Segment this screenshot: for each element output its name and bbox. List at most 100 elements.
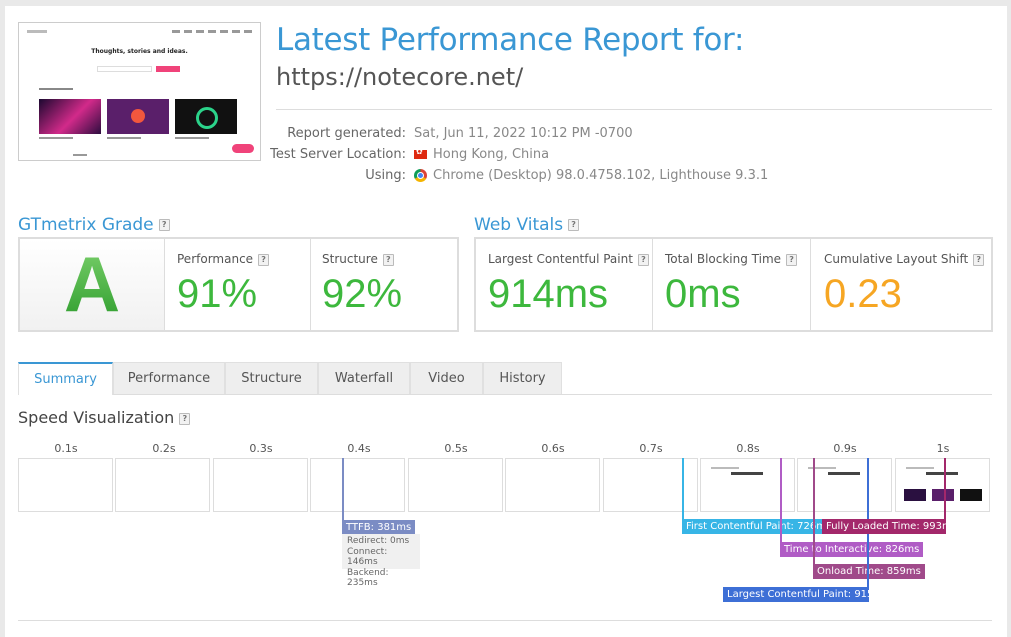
lcp-value: 914ms xyxy=(488,272,609,316)
grade-badge: A xyxy=(20,239,165,330)
timeline-label: 0.9s xyxy=(833,442,857,455)
thumb-article-image xyxy=(175,99,237,134)
tab-underline xyxy=(113,394,992,395)
redirect-time: Redirect: 0ms xyxy=(347,536,410,546)
thumb-button xyxy=(156,66,180,72)
timeline-label: 0.6s xyxy=(541,442,565,455)
help-icon[interactable]: ? xyxy=(158,219,170,231)
meta-key-generated: Report generated: xyxy=(287,126,406,141)
help-icon[interactable]: ? xyxy=(786,253,798,266)
thumb-caption xyxy=(107,137,141,139)
thumb-caption xyxy=(175,137,209,139)
web-vitals-title: Web Vitals? xyxy=(474,215,580,235)
lcp-timeline-label: Largest Contentful Paint: 915ms xyxy=(723,587,888,602)
meta-value-generated: Sat, Jun 11, 2022 10:12 PM -0700 xyxy=(414,126,633,141)
filmstrip-frame[interactable] xyxy=(18,458,113,512)
thumb-article-image xyxy=(39,99,101,134)
location-text: Hong Kong, China xyxy=(433,147,550,162)
tbt-value: 0ms xyxy=(665,272,741,316)
performance-value: 91% xyxy=(177,272,258,316)
grade-letter: A xyxy=(63,240,121,328)
tab-structure[interactable]: Structure xyxy=(225,362,318,395)
filmstrip-frame[interactable] xyxy=(895,458,990,512)
tab-summary[interactable]: Summary xyxy=(18,362,113,395)
thumb-footer xyxy=(73,154,87,156)
filmstrip-frame[interactable] xyxy=(310,458,405,512)
meta-value-location: Hong Kong, China xyxy=(414,147,549,162)
tab-waterfall[interactable]: Waterfall xyxy=(318,362,410,395)
help-icon[interactable]: ? xyxy=(382,253,394,266)
thumb-nav xyxy=(27,30,252,34)
connect-time: Connect: 146ms xyxy=(347,546,388,568)
cls-label: Cumulative Layout Shift? xyxy=(824,252,985,266)
divider xyxy=(810,239,811,330)
thumb-hero-text: Thoughts, stories and ideas. xyxy=(91,48,188,55)
fully-loaded-marker xyxy=(944,458,946,520)
timeline-label: 0.5s xyxy=(444,442,468,455)
hong-kong-flag-icon xyxy=(414,147,427,159)
divider xyxy=(18,620,992,621)
tbt-label: Total Blocking Time? xyxy=(665,252,798,266)
report-url[interactable]: https://notecore.net/ xyxy=(276,63,524,91)
performance-label: Performance? xyxy=(177,252,270,266)
page-screenshot-thumbnail[interactable]: Thoughts, stories and ideas. xyxy=(18,22,261,161)
frame-thumb-image xyxy=(904,489,926,501)
web-vitals-box xyxy=(474,237,993,332)
divider xyxy=(652,239,653,330)
help-icon[interactable]: ? xyxy=(637,253,649,266)
timeline-label: 0.1s xyxy=(54,442,78,455)
help-icon[interactable]: ? xyxy=(568,219,580,231)
tab-history[interactable]: History xyxy=(483,362,562,395)
tab-video[interactable]: Video xyxy=(410,362,483,395)
timeline-label: 0.8s xyxy=(736,442,760,455)
filmstrip-frame[interactable] xyxy=(797,458,892,512)
thumb-caption xyxy=(39,137,73,139)
cls-value: 0.23 xyxy=(824,272,902,316)
meta-value-using: Chrome (Desktop) 98.0.4758.102, Lighthou… xyxy=(414,168,768,183)
help-icon[interactable]: ? xyxy=(258,253,270,266)
filmstrip-frame[interactable] xyxy=(408,458,503,512)
speed-title-text: Speed Visualization xyxy=(18,408,175,427)
timeline-label: 0.7s xyxy=(639,442,663,455)
divider xyxy=(276,109,992,110)
onload-marker xyxy=(813,458,815,565)
tab-performance[interactable]: Performance xyxy=(113,362,225,395)
filmstrip-frame[interactable] xyxy=(115,458,210,512)
divider xyxy=(310,239,311,330)
thumb-fab xyxy=(232,144,254,153)
gtmetrix-grade-title-text: GTmetrix Grade xyxy=(18,215,154,235)
thumb-section-label xyxy=(39,88,73,90)
frame-thumb-image xyxy=(960,489,982,501)
backend-time: Backend: 235ms xyxy=(347,567,389,589)
tti-label: Time to Interactive: 826ms xyxy=(780,542,924,557)
report-card: Thoughts, stories and ideas. Latest Perf… xyxy=(5,6,1007,637)
frame-thumb-image xyxy=(932,489,954,501)
filmstrip-frame[interactable] xyxy=(505,458,600,512)
filmstrip-frame[interactable] xyxy=(213,458,308,512)
ttfb-marker xyxy=(342,458,344,521)
fcp-marker xyxy=(682,458,684,520)
timeline-label: 0.2s xyxy=(152,442,176,455)
timeline-label: 0.4s xyxy=(347,442,371,455)
help-icon[interactable]: ? xyxy=(973,253,985,266)
meta-key-location: Test Server Location: xyxy=(270,147,406,162)
thumb-article-image xyxy=(107,99,169,134)
gtmetrix-grade-title: GTmetrix Grade? xyxy=(18,215,170,235)
meta-key-using: Using: xyxy=(365,168,406,183)
page-title: Latest Performance Report for: xyxy=(276,22,745,58)
timeline-label: 0.3s xyxy=(249,442,273,455)
tti-marker xyxy=(780,458,782,543)
structure-label: Structure? xyxy=(322,252,394,266)
chrome-icon xyxy=(414,169,427,182)
filmstrip-frame[interactable] xyxy=(700,458,795,512)
browser-text: Chrome (Desktop) 98.0.4758.102, Lighthou… xyxy=(433,168,769,183)
structure-value: 92% xyxy=(322,272,403,316)
thumb-input xyxy=(97,66,152,72)
ttfb-label: TTFB: 381ms xyxy=(342,520,416,535)
lcp-label: Largest Contentful Paint? xyxy=(488,252,649,266)
web-vitals-title-text: Web Vitals xyxy=(474,215,564,235)
help-icon[interactable]: ? xyxy=(179,412,191,425)
fully-loaded-label: Fully Loaded Time: 993ms xyxy=(822,519,957,534)
timeline-label: 1s xyxy=(936,442,950,455)
fcp-label: First Contentful Paint: 726ms xyxy=(682,519,836,534)
